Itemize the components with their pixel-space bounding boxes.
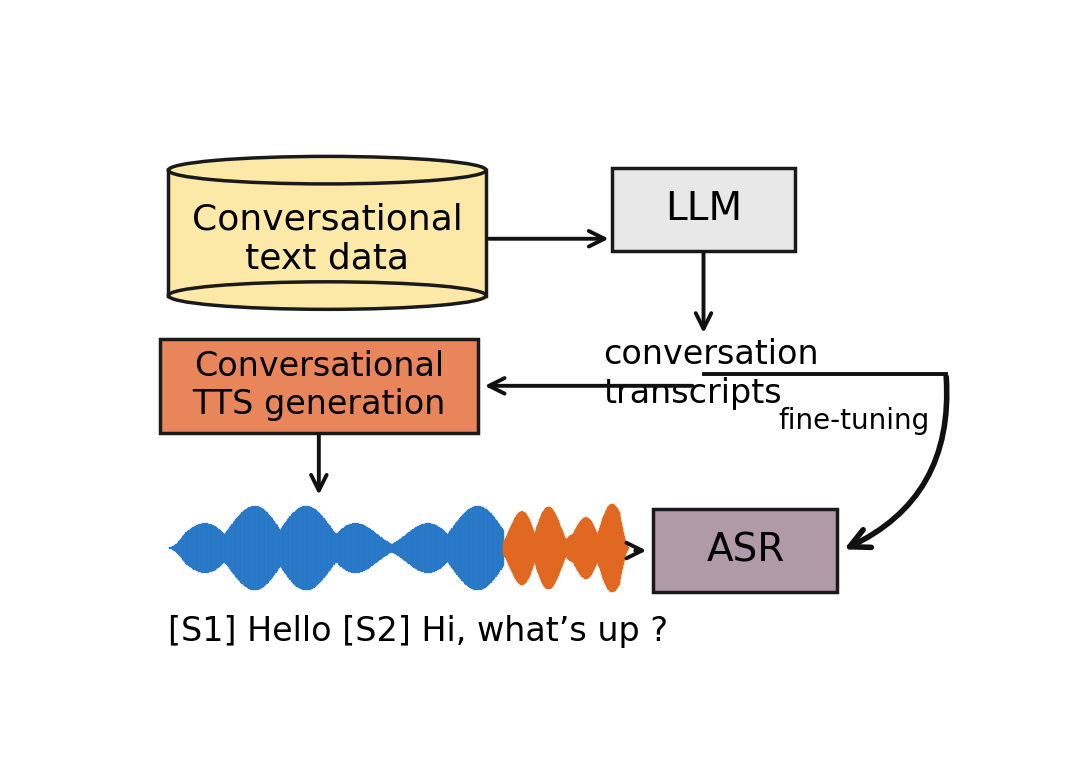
Text: fine-tuning: fine-tuning	[778, 407, 930, 435]
Text: [S1] Hello [S2] Hi, what’s up ?: [S1] Hello [S2] Hi, what’s up ?	[168, 614, 669, 648]
Ellipse shape	[168, 157, 487, 184]
Bar	[654, 510, 837, 591]
Text: Conversational
text data: Conversational text data	[192, 202, 463, 276]
Bar	[168, 170, 487, 296]
Text: conversation
transcripts: conversation transcripts	[603, 338, 819, 410]
Text: Conversational
TTS generation: Conversational TTS generation	[192, 350, 446, 422]
Ellipse shape	[168, 282, 487, 309]
Bar	[160, 338, 478, 433]
Bar	[612, 168, 795, 251]
Text: LLM: LLM	[665, 190, 742, 228]
Text: ASR: ASR	[706, 532, 784, 569]
FancyArrowPatch shape	[849, 377, 946, 547]
